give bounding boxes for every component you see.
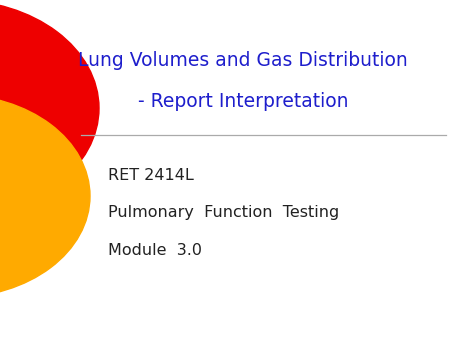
Circle shape bbox=[0, 95, 90, 297]
Text: Module  3.0: Module 3.0 bbox=[108, 243, 202, 258]
Text: Pulmonary  Function  Testing: Pulmonary Function Testing bbox=[108, 206, 339, 220]
Text: RET 2414L: RET 2414L bbox=[108, 168, 194, 183]
Text: - Report Interpretation: - Report Interpretation bbox=[138, 92, 348, 111]
Text: Lung Volumes and Gas Distribution: Lung Volumes and Gas Distribution bbox=[78, 51, 408, 70]
Circle shape bbox=[0, 0, 99, 216]
